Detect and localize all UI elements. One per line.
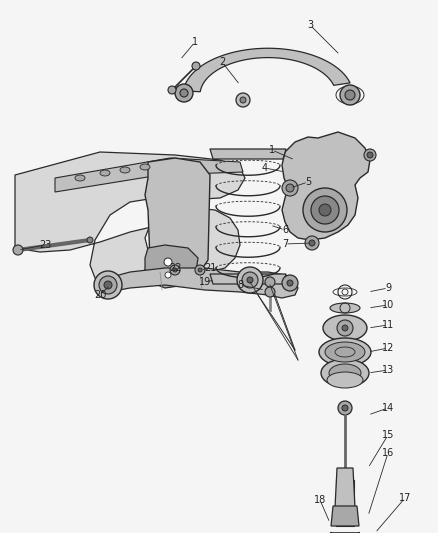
Circle shape xyxy=(265,277,275,287)
Circle shape xyxy=(104,281,112,289)
Polygon shape xyxy=(335,468,355,508)
Circle shape xyxy=(237,267,263,293)
Circle shape xyxy=(240,97,246,103)
Text: 7: 7 xyxy=(282,239,288,249)
Text: 2: 2 xyxy=(219,57,225,67)
Polygon shape xyxy=(210,274,286,284)
Text: 1: 1 xyxy=(269,145,275,155)
Circle shape xyxy=(338,401,352,415)
Text: 3: 3 xyxy=(307,20,313,30)
Text: 17: 17 xyxy=(399,493,411,503)
Ellipse shape xyxy=(319,338,371,366)
Ellipse shape xyxy=(120,167,130,173)
Polygon shape xyxy=(55,158,243,192)
Text: 4: 4 xyxy=(262,163,268,173)
Text: 8: 8 xyxy=(237,280,243,290)
Circle shape xyxy=(345,90,355,100)
Circle shape xyxy=(282,275,298,291)
Circle shape xyxy=(367,152,373,158)
Circle shape xyxy=(192,62,200,70)
Circle shape xyxy=(342,325,348,331)
Text: 5: 5 xyxy=(305,177,311,187)
Text: 14: 14 xyxy=(382,403,394,413)
Polygon shape xyxy=(336,480,354,526)
Circle shape xyxy=(168,86,176,94)
Circle shape xyxy=(198,268,202,272)
Circle shape xyxy=(286,184,294,192)
Text: 13: 13 xyxy=(382,365,394,375)
Text: 10: 10 xyxy=(382,300,394,310)
Circle shape xyxy=(282,180,298,196)
Text: 12: 12 xyxy=(382,343,394,353)
Text: 20: 20 xyxy=(94,290,106,300)
Circle shape xyxy=(173,268,177,272)
Ellipse shape xyxy=(325,342,365,362)
Ellipse shape xyxy=(75,175,85,181)
Circle shape xyxy=(364,149,376,161)
Circle shape xyxy=(309,240,315,246)
Circle shape xyxy=(319,204,331,216)
Circle shape xyxy=(287,280,293,286)
Ellipse shape xyxy=(329,364,361,382)
Circle shape xyxy=(175,84,193,102)
Polygon shape xyxy=(184,49,350,92)
Polygon shape xyxy=(145,245,198,288)
Text: 16: 16 xyxy=(382,448,394,458)
Circle shape xyxy=(165,272,171,278)
Circle shape xyxy=(247,277,253,283)
Text: 6: 6 xyxy=(282,225,288,235)
Circle shape xyxy=(13,245,23,255)
Text: 22: 22 xyxy=(169,263,181,273)
Text: 18: 18 xyxy=(314,495,326,505)
Circle shape xyxy=(164,258,172,266)
Polygon shape xyxy=(100,268,298,298)
Text: 9: 9 xyxy=(385,283,391,293)
Circle shape xyxy=(303,188,347,232)
Circle shape xyxy=(94,271,122,299)
Polygon shape xyxy=(145,158,210,278)
Polygon shape xyxy=(15,152,245,285)
Circle shape xyxy=(195,265,205,275)
Ellipse shape xyxy=(100,170,110,176)
Circle shape xyxy=(311,196,339,224)
Circle shape xyxy=(340,85,360,105)
Circle shape xyxy=(236,93,250,107)
Circle shape xyxy=(170,265,180,275)
Ellipse shape xyxy=(323,315,367,341)
Polygon shape xyxy=(331,506,359,526)
Text: 1: 1 xyxy=(192,37,198,47)
Ellipse shape xyxy=(321,359,369,387)
Text: 23: 23 xyxy=(39,240,51,250)
Circle shape xyxy=(87,237,93,243)
Circle shape xyxy=(337,320,353,336)
Text: 21: 21 xyxy=(204,263,216,273)
Circle shape xyxy=(265,287,275,297)
Polygon shape xyxy=(210,149,286,159)
Circle shape xyxy=(342,405,348,411)
Text: 15: 15 xyxy=(382,430,394,440)
Circle shape xyxy=(180,89,188,97)
Polygon shape xyxy=(282,132,370,240)
Circle shape xyxy=(242,272,258,288)
Text: 19: 19 xyxy=(199,277,211,287)
Ellipse shape xyxy=(327,372,363,388)
Circle shape xyxy=(305,236,319,250)
Text: 11: 11 xyxy=(382,320,394,330)
Ellipse shape xyxy=(330,303,360,313)
Ellipse shape xyxy=(140,164,150,170)
Circle shape xyxy=(99,276,117,294)
